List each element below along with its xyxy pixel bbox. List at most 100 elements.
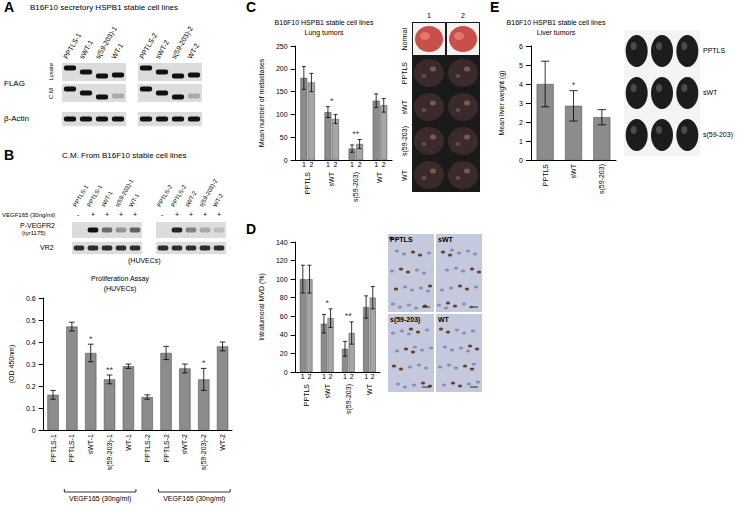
svg-text:PPTLS-2: PPTLS-2 xyxy=(144,434,151,463)
html-text:sWT-2: sWT-2 xyxy=(153,39,171,60)
html-text:PPTLS-2: PPTLS-2 xyxy=(155,183,174,208)
svg-text:*: * xyxy=(89,334,93,344)
svg-text:WT-2: WT-2 xyxy=(219,434,226,451)
svg-text:2: 2 xyxy=(334,161,338,168)
html-text:s(59-203)-2: s(59-203)-2 xyxy=(169,25,195,60)
svg-text:150: 150 xyxy=(276,88,288,95)
svg-text:WT: WT xyxy=(376,171,383,183)
svg-text:4: 4 xyxy=(519,81,523,88)
svg-text:250: 250 xyxy=(276,43,288,50)
svg-text:VEGF165 (30ng/ml): VEGF165 (30ng/ml) xyxy=(69,495,131,503)
svg-text:140: 140 xyxy=(276,239,288,246)
svg-text:2: 2 xyxy=(382,161,386,168)
svg-text:1: 1 xyxy=(343,373,347,380)
svg-text:40: 40 xyxy=(280,331,288,338)
svg-text:0: 0 xyxy=(284,369,288,376)
svg-text:VEGF165 (30ng/ml): VEGF165 (30ng/ml) xyxy=(163,495,225,503)
svg-text:Intratumoral MVD (%): Intratumoral MVD (%) xyxy=(258,273,266,341)
svg-text:(HUVECs): (HUVECs) xyxy=(104,285,137,293)
svg-text:PPTLS: PPTLS xyxy=(304,172,311,195)
svg-text:sWT-2: sWT-2 xyxy=(181,434,188,454)
svg-text:0.2: 0.2 xyxy=(26,383,36,390)
svg-text:PPTLS-1: PPTLS-1 xyxy=(68,434,75,463)
html-text:WT-1: WT-1 xyxy=(109,42,125,60)
svg-text:Mean number of metastases: Mean number of metastases xyxy=(258,58,265,147)
svg-text:2: 2 xyxy=(329,373,333,380)
svg-text:*: * xyxy=(572,80,576,90)
svg-text:2: 2 xyxy=(371,373,375,380)
svg-text:0: 0 xyxy=(284,157,288,164)
svg-text:2: 2 xyxy=(309,161,313,168)
svg-text:60: 60 xyxy=(280,313,288,320)
svg-text:200: 200 xyxy=(276,65,288,72)
svg-text:0.6: 0.6 xyxy=(26,295,36,302)
svg-text:1: 1 xyxy=(519,138,523,145)
svg-text:1: 1 xyxy=(322,373,326,380)
svg-text:Lung tumors: Lung tumors xyxy=(305,29,344,37)
html-text:sWT-1: sWT-1 xyxy=(99,190,114,208)
svg-text:3: 3 xyxy=(519,100,523,107)
html-text:s(59-203)-2: s(59-203)-2 xyxy=(197,178,219,208)
html-text:s(59-203)-1: s(59-203)-1 xyxy=(113,178,135,208)
svg-text:*: * xyxy=(202,358,206,368)
html-text:PPTLS-2: PPTLS-2 xyxy=(169,183,188,208)
svg-text:2: 2 xyxy=(350,373,354,380)
svg-text:(OD 450nm): (OD 450nm) xyxy=(8,345,16,384)
svg-text:0: 0 xyxy=(519,157,523,164)
svg-text:1: 1 xyxy=(374,161,378,168)
svg-text:100: 100 xyxy=(276,276,288,283)
svg-text:0.4: 0.4 xyxy=(26,339,36,346)
svg-text:*: * xyxy=(325,298,329,308)
svg-text:B16F10 HSPB1 stable cell lines: B16F10 HSPB1 stable cell lines xyxy=(507,19,606,26)
svg-text:1: 1 xyxy=(364,373,368,380)
svg-text:1: 1 xyxy=(301,373,305,380)
svg-text:sWT-1: sWT-1 xyxy=(87,434,94,454)
svg-text:s(59-203): s(59-203) xyxy=(598,164,606,194)
svg-text:2: 2 xyxy=(307,373,311,380)
svg-text:80: 80 xyxy=(280,294,288,301)
svg-text:2: 2 xyxy=(519,119,523,126)
svg-text:sWT: sWT xyxy=(570,163,577,178)
html-text:PPTLS-1: PPTLS-1 xyxy=(71,183,90,208)
svg-text:0.5: 0.5 xyxy=(26,317,36,324)
svg-text:sWT: sWT xyxy=(324,383,331,398)
svg-text:PPTLS-1: PPTLS-1 xyxy=(50,434,57,463)
svg-text:WT: WT xyxy=(366,383,373,395)
html-text:sWT-1: sWT-1 xyxy=(77,39,95,60)
svg-text:PPTLS: PPTLS xyxy=(303,384,310,407)
svg-text:120: 120 xyxy=(276,257,288,264)
svg-text:s(59-203)-1: s(59-203)-1 xyxy=(106,434,114,470)
svg-text:**: ** xyxy=(106,365,114,375)
svg-text:0.1: 0.1 xyxy=(26,405,36,412)
svg-text:Mean liver weight (g): Mean liver weight (g) xyxy=(498,71,506,136)
svg-text:sWT: sWT xyxy=(328,171,335,186)
html-text:PPTLS-2: PPTLS-2 xyxy=(137,31,159,60)
svg-text:s(59-203): s(59-203) xyxy=(352,172,360,202)
svg-text:50: 50 xyxy=(280,134,288,141)
svg-text:1: 1 xyxy=(326,161,330,168)
svg-text:Liver tumors: Liver tumors xyxy=(537,29,576,36)
svg-text:Proliferation Assay: Proliferation Assay xyxy=(91,275,149,283)
svg-text:PPTLS-2: PPTLS-2 xyxy=(163,434,170,463)
html-text:WT-2: WT-2 xyxy=(185,42,201,60)
svg-text:1: 1 xyxy=(350,161,354,168)
svg-text:**: ** xyxy=(345,311,353,321)
svg-text:1: 1 xyxy=(302,161,306,168)
svg-text:0: 0 xyxy=(32,427,36,434)
svg-text:B16F10 HSPB1 stable cell lines: B16F10 HSPB1 stable cell lines xyxy=(275,19,374,26)
svg-text:20: 20 xyxy=(280,350,288,357)
svg-text:WT-1: WT-1 xyxy=(125,434,132,451)
svg-text:**: ** xyxy=(352,129,360,139)
svg-text:100: 100 xyxy=(276,111,288,118)
svg-text:*: * xyxy=(330,96,334,106)
svg-text:6: 6 xyxy=(519,43,523,50)
html-text:s(59-203)-1: s(59-203)-1 xyxy=(93,25,119,60)
svg-text:s(59-203): s(59-203) xyxy=(345,384,353,414)
svg-text:2: 2 xyxy=(358,161,362,168)
svg-text:s(59-203)-2: s(59-203)-2 xyxy=(200,434,208,470)
svg-text:0.3: 0.3 xyxy=(26,361,36,368)
html-text:PPTLS-1: PPTLS-1 xyxy=(61,31,83,60)
svg-text:PPTLS: PPTLS xyxy=(542,164,549,187)
svg-text:5: 5 xyxy=(519,62,523,69)
html-text:PPTLS-1: PPTLS-1 xyxy=(85,183,104,208)
